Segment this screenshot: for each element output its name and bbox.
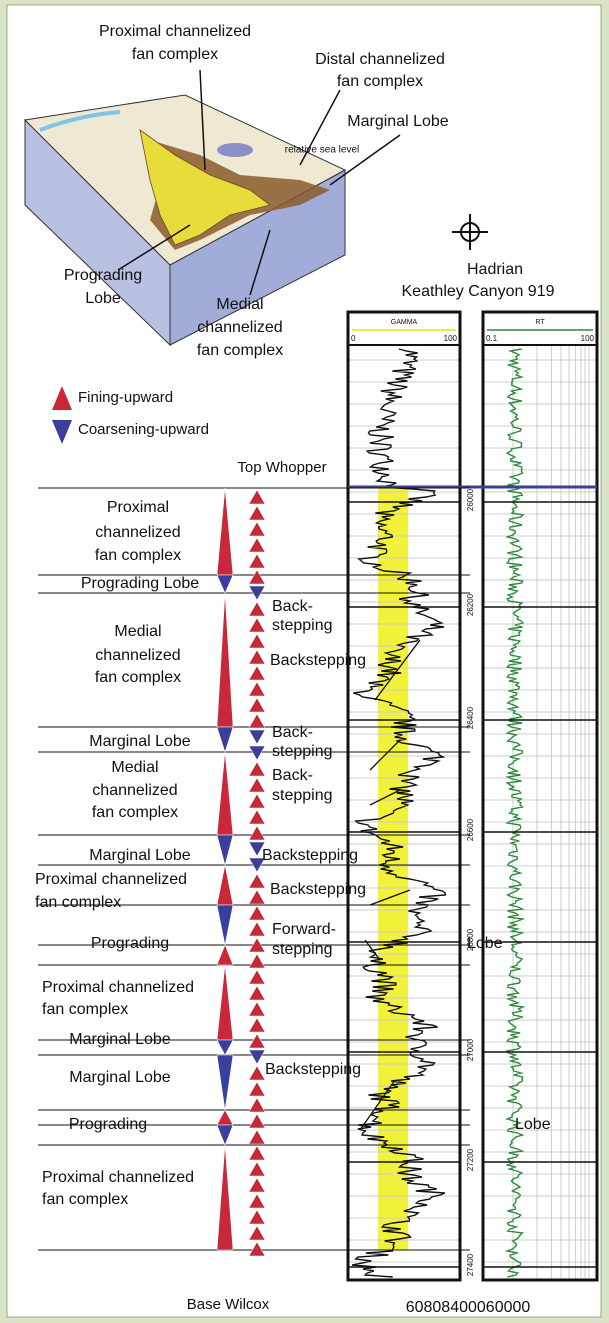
depth-label: 27400 [466, 1253, 475, 1276]
depth-label: 26200 [466, 593, 475, 616]
depth-label: 26600 [466, 818, 475, 841]
block-label-text: Medial [216, 296, 263, 313]
annotation-text: Back- [272, 724, 313, 741]
annotation-text: stepping [272, 941, 333, 958]
interval-text: Proximal channelized [42, 1169, 194, 1186]
interval-text: fan complex [42, 1001, 128, 1018]
track-name: RT [535, 319, 545, 326]
well-location: Keathley Canyon 919 [402, 283, 555, 300]
legend-label: Fining-upward [78, 389, 173, 406]
block-label-text: fan complex [132, 46, 218, 63]
interval-text: channelized [95, 647, 180, 664]
block-label-text: fan complex [197, 342, 283, 359]
annotation-text: stepping [272, 787, 333, 804]
annotation-text: Lobe [515, 1116, 551, 1133]
track-min: 0.1 [486, 334, 498, 343]
block-label-text: Distal channelized [315, 51, 445, 68]
annotation-text: Back- [272, 767, 313, 784]
diagram: Hadrian Keathley Canyon 919 Fining-upwar… [0, 0, 609, 1323]
footer: 60808400060000 [406, 1299, 531, 1316]
annotation-text: stepping [272, 743, 333, 760]
block-label-text: Proximal channelized [99, 23, 251, 40]
block-label-text: relative sea level [285, 145, 359, 156]
interval-text: channelized [95, 524, 180, 541]
base-label: Base Wilcox [187, 1296, 270, 1313]
track-max: 100 [581, 334, 595, 343]
track-name: GAMMA [391, 319, 418, 326]
block-label-text: fan complex [337, 73, 423, 90]
interval-text: Proximal channelized [42, 979, 194, 996]
annotation-text: Back- [272, 598, 313, 615]
top-label: Top Whopper [237, 459, 326, 476]
annotation-text: Backstepping [265, 1061, 361, 1078]
interval-text: Proximal channelized [35, 871, 187, 888]
depth-label: 27000 [466, 1038, 475, 1061]
annotation-text: stepping [272, 617, 333, 634]
annotation-text: Backstepping [262, 847, 358, 864]
block-label-text: Prograding [64, 267, 142, 284]
track-min: 0 [351, 334, 356, 343]
annotation-text: Lobe [467, 935, 503, 952]
well-name: Hadrian [467, 261, 523, 278]
interval-text: Medial [111, 759, 158, 776]
interval-text: fan complex [35, 894, 121, 911]
page: Hadrian Keathley Canyon 919 Fining-upwar… [0, 0, 609, 1323]
interval-text: Medial [114, 623, 161, 640]
block-label-text: Lobe [85, 290, 121, 307]
interval-text: fan complex [95, 669, 181, 686]
interval-text: fan complex [92, 804, 178, 821]
legend-label: Coarsening-upward [78, 421, 209, 438]
interval-text: Prograding [91, 935, 169, 952]
interval-text: Marginal Lobe [89, 733, 191, 750]
interval-text: channelized [92, 782, 177, 799]
annotation-text: Forward- [272, 921, 336, 938]
track-max: 100 [444, 334, 458, 343]
interval-text: Marginal Lobe [69, 1069, 171, 1086]
interval-text: fan complex [95, 547, 181, 564]
depth-label: 27200 [466, 1148, 475, 1171]
interval-text: Prograding Lobe [81, 575, 199, 592]
interval-text: fan complex [42, 1191, 128, 1208]
interval-text: Proximal [107, 499, 169, 516]
block-label-text: channelized [197, 319, 282, 336]
interval-text: Marginal Lobe [89, 847, 191, 864]
sea-patch [217, 143, 253, 157]
interval-text: Marginal Lobe [69, 1031, 171, 1048]
interval-text: Prograding [69, 1116, 147, 1133]
depth-label: 26400 [466, 706, 475, 729]
annotation-text: Backstepping [270, 652, 366, 669]
annotation-text: Backstepping [270, 881, 366, 898]
block-label-text: Marginal Lobe [347, 113, 449, 130]
depth-label: 26000 [466, 488, 475, 511]
